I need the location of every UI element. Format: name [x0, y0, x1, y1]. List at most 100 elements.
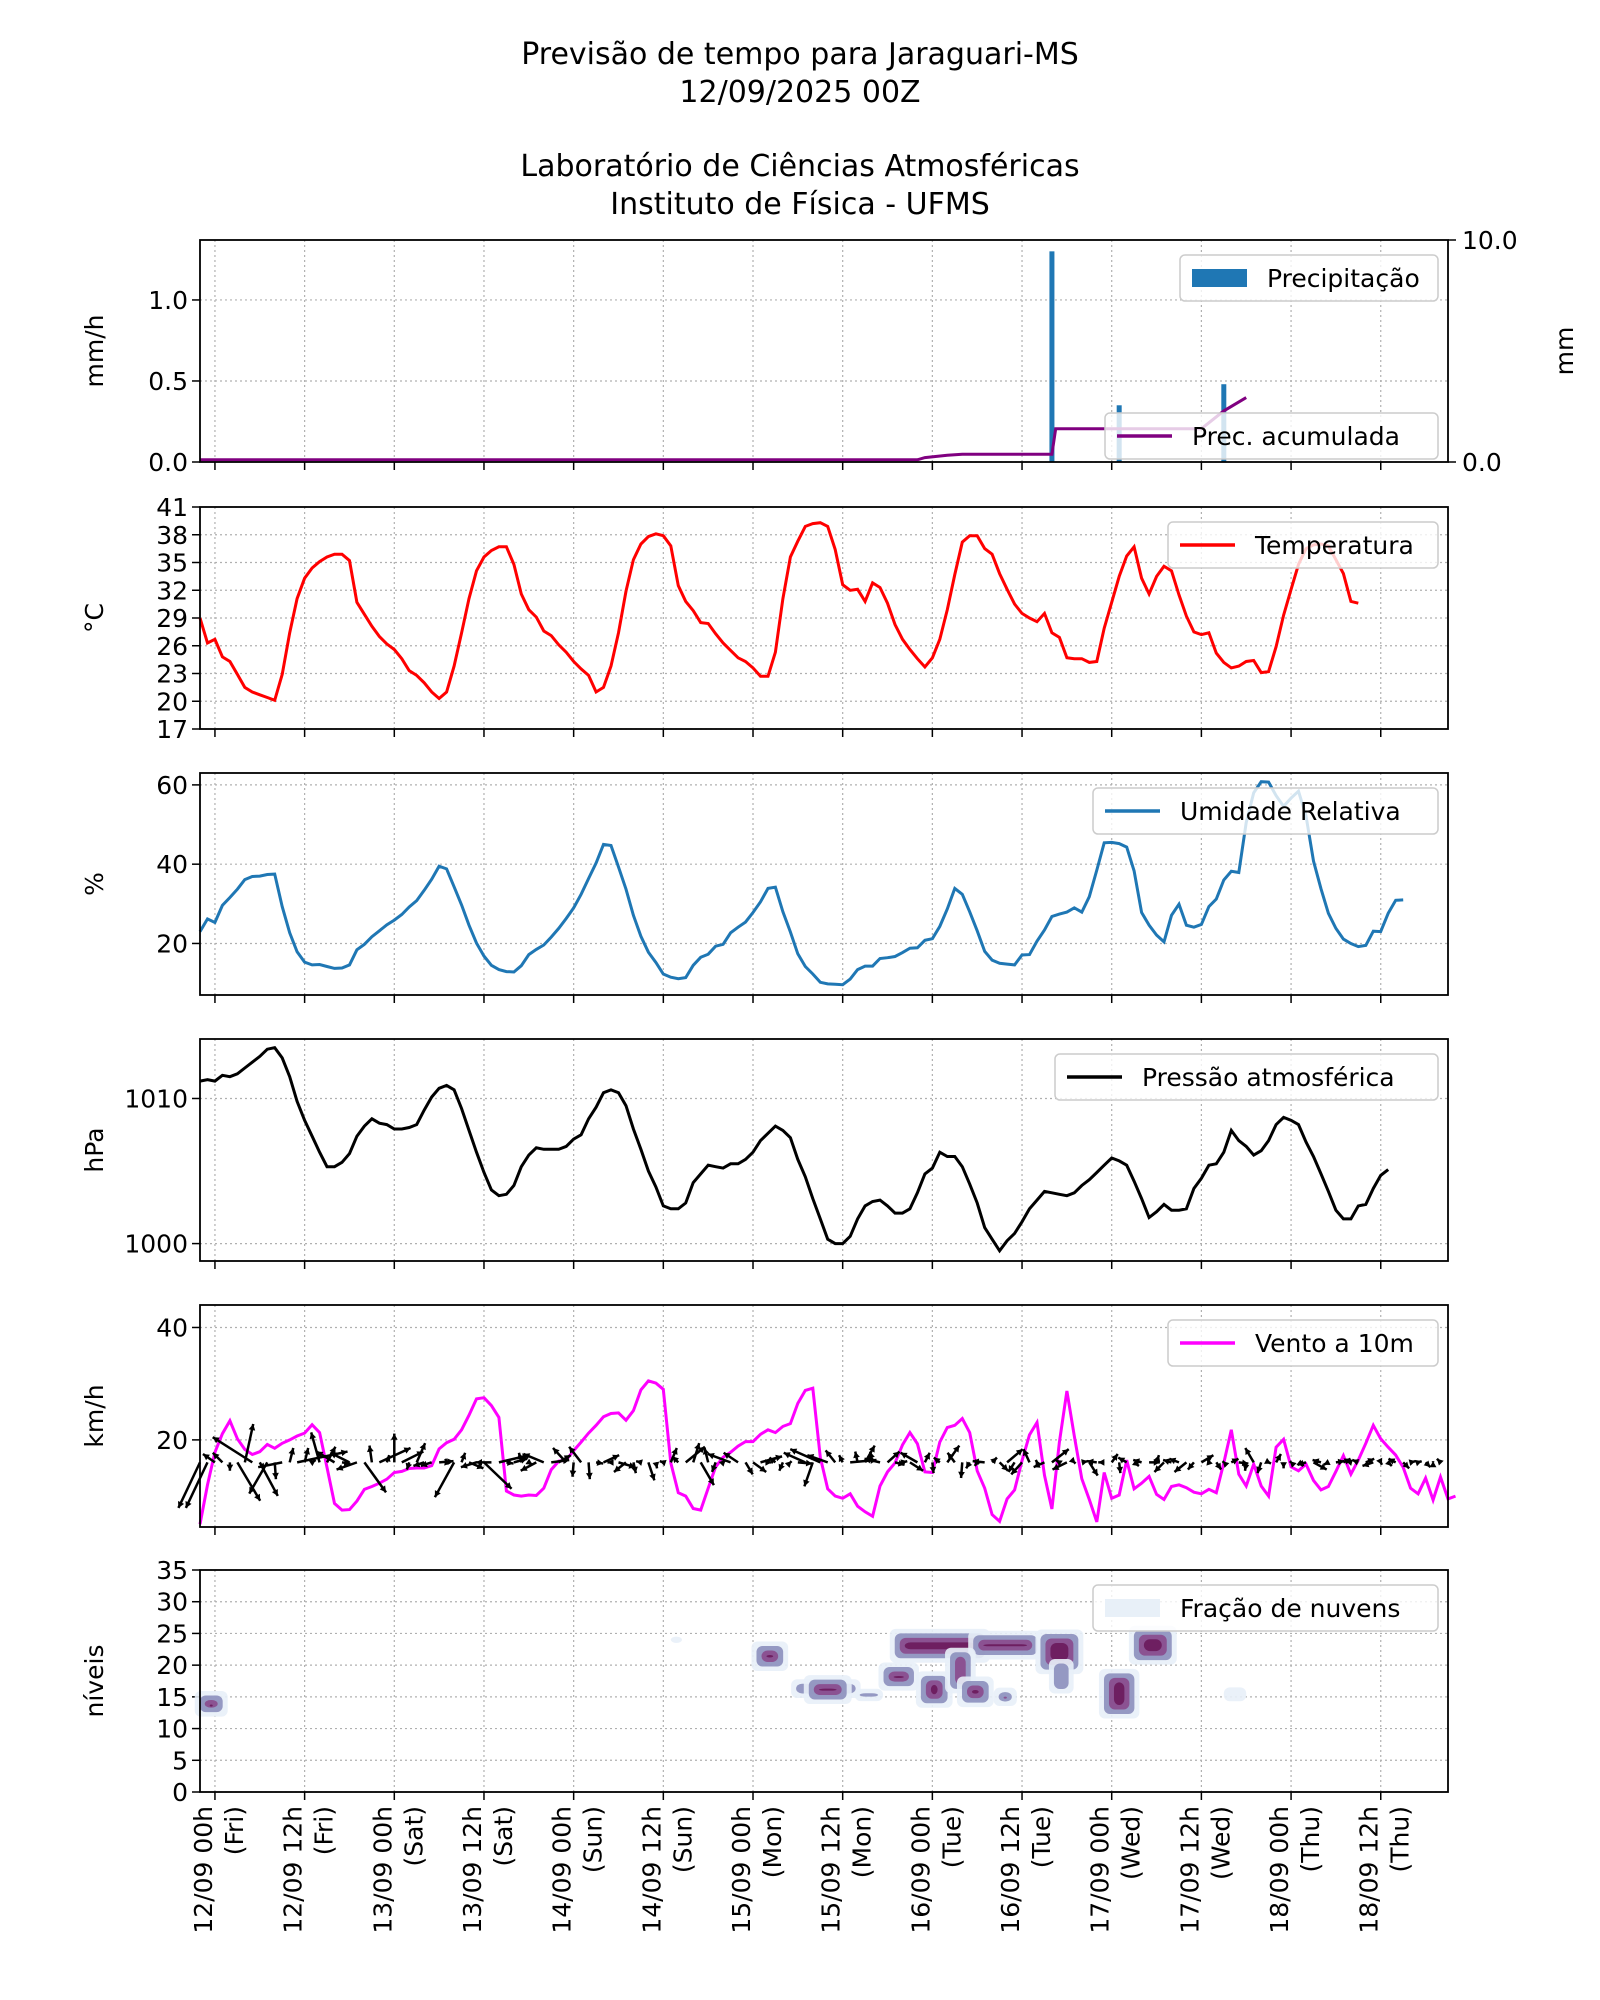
wind-arrow-head	[419, 1443, 426, 1451]
wind-arrow-head	[1081, 1459, 1088, 1466]
wind-arrow-head	[900, 1459, 908, 1466]
wind-arrow-head	[459, 1452, 467, 1460]
x-tick-label-day: (Thu)	[1296, 1806, 1325, 1872]
wind-arrow-head	[552, 1447, 560, 1455]
x-tick-label-date: 17/09 00h	[1086, 1806, 1115, 1934]
subtitle-lab: Laboratório de Ciências Atmosféricas	[520, 149, 1080, 184]
wind-arrow-shaft	[177, 1461, 202, 1509]
wind-arrow	[568, 1446, 583, 1464]
title-run-date: 12/09/2025 00Z	[679, 75, 921, 110]
wind-arrow-head	[520, 1464, 528, 1471]
cloud-cell	[818, 1688, 837, 1691]
wind-arrow	[483, 1461, 513, 1490]
wind-arrow-head	[607, 1459, 614, 1466]
x-tick-label-day: (Wed)	[1206, 1806, 1235, 1880]
legend-box	[1167, 1319, 1439, 1367]
cloud-cell	[930, 1684, 938, 1695]
wind-arrow-head	[923, 1452, 930, 1460]
wind-arrow-head	[476, 1462, 484, 1470]
x-tick-label-group: 18/09 00h (Thu)	[1265, 1806, 1325, 1934]
panel-2: 20 40 60% Umidade Relativa	[80, 771, 1449, 1003]
y-right-tick-label: 0.0	[1462, 448, 1502, 477]
x-tick-label-group: 18/09 12h (Thu)	[1355, 1806, 1415, 1934]
y-tick-label: 38	[156, 521, 188, 550]
x-tick-label-date: 15/09 00h	[727, 1806, 756, 1934]
y-tick-label: 25	[156, 1619, 188, 1648]
y-axis-label: níveis	[80, 1645, 109, 1718]
wind-arrow	[1280, 1462, 1287, 1469]
wind-arrow-head	[933, 1457, 941, 1465]
wind-arrow	[211, 1451, 224, 1464]
cloud-cell	[971, 1689, 979, 1694]
wind-arrow-head	[612, 1454, 620, 1461]
wind-arrow-head	[506, 1459, 514, 1466]
x-tick-label-group: 17/09 00h (Wed)	[1086, 1806, 1146, 1934]
wind-arrow-head	[1153, 1455, 1161, 1463]
y-tick-label: 32	[156, 576, 188, 605]
wind-arrow-head	[1337, 1458, 1345, 1466]
cloud-cell	[1050, 1643, 1069, 1661]
wind-arrow-head	[316, 1451, 324, 1458]
wind-arrow-head	[1206, 1455, 1214, 1462]
cloud-cell	[1053, 1663, 1069, 1690]
cloud-cell	[859, 1693, 879, 1697]
chart-subtitle: Laboratório de Ciências Atmosféricas Ins…	[0, 148, 1600, 224]
wind-arrow	[1297, 1459, 1307, 1467]
wind-arrow	[1423, 1460, 1432, 1469]
wind-arrow	[1010, 1461, 1023, 1476]
x-tick-label-group: 15/09 00h (Mon)	[727, 1806, 787, 1934]
wind-arrow-head	[177, 1500, 185, 1508]
legend-label: Fração de nuvens	[1180, 1594, 1400, 1623]
wind-arrow-head	[947, 1452, 954, 1460]
wind-arrow	[1168, 1457, 1180, 1465]
wind-arrow	[586, 1462, 593, 1480]
wind-arrow	[1312, 1458, 1322, 1465]
wind-arrow	[272, 1462, 279, 1480]
wind-arrow	[1110, 1453, 1119, 1464]
wind-arrow	[1221, 1460, 1230, 1468]
wind-arrow	[595, 1459, 604, 1466]
wind-arrow	[569, 1462, 577, 1477]
wind-arrow-head	[868, 1445, 875, 1453]
y-tick-label: 15	[156, 1683, 188, 1712]
wind-arrow-head	[1001, 1464, 1009, 1471]
wind-arrow-head	[1376, 1457, 1383, 1465]
x-tick-label-day: (Tue)	[937, 1806, 966, 1868]
wind-arrow	[1132, 1459, 1140, 1467]
x-tick-label-group: 16/09 12h (Tue)	[996, 1806, 1056, 1934]
wind-arrow-head	[1008, 1464, 1015, 1472]
wind-arrow	[460, 1461, 477, 1469]
wind-arrow	[702, 1447, 710, 1463]
wind-arrow-head	[586, 1472, 593, 1480]
wind-arrow-head	[613, 1465, 621, 1472]
x-tick-label-group: 12/09 12h (Fri)	[279, 1806, 339, 1934]
wind-arrow	[998, 1461, 1009, 1472]
wind-arrow	[900, 1459, 908, 1466]
x-tick-label-group: 13/09 00h (Sat)	[368, 1806, 428, 1934]
wind-arrow-head	[803, 1479, 810, 1487]
wind-arrow-head	[1362, 1460, 1370, 1468]
legend-swatch	[1105, 1599, 1160, 1617]
wind-arrow-head	[1163, 1458, 1170, 1465]
wind-arrow-shaft	[212, 1436, 253, 1464]
wind-arrow-head	[413, 1460, 421, 1468]
y-tick-label: 26	[156, 632, 188, 661]
wind-arrow	[177, 1461, 202, 1509]
y-axis-label: °C	[80, 603, 109, 633]
wind-arrow-shaft	[236, 1461, 262, 1502]
wind-arrow	[1051, 1461, 1068, 1471]
wind-arrow	[853, 1451, 860, 1463]
wind-arrow-head	[434, 1490, 441, 1498]
legend-label: Vento a 10m	[1255, 1329, 1414, 1358]
plot-frame	[199, 772, 1449, 996]
wind-arrow	[603, 1454, 620, 1464]
wind-arrow-head	[1256, 1466, 1263, 1474]
wind-arrow-head	[953, 1445, 960, 1453]
wind-arrow	[946, 1452, 956, 1464]
y-tick-label: 41	[156, 493, 188, 522]
wind-arrow-head	[1116, 1466, 1124, 1474]
wind-arrow-head	[336, 1464, 344, 1471]
x-tick-label-day: (Fri)	[310, 1806, 339, 1855]
wind-arrow-shaft	[243, 1423, 255, 1463]
wind-arrow	[1345, 1459, 1353, 1466]
